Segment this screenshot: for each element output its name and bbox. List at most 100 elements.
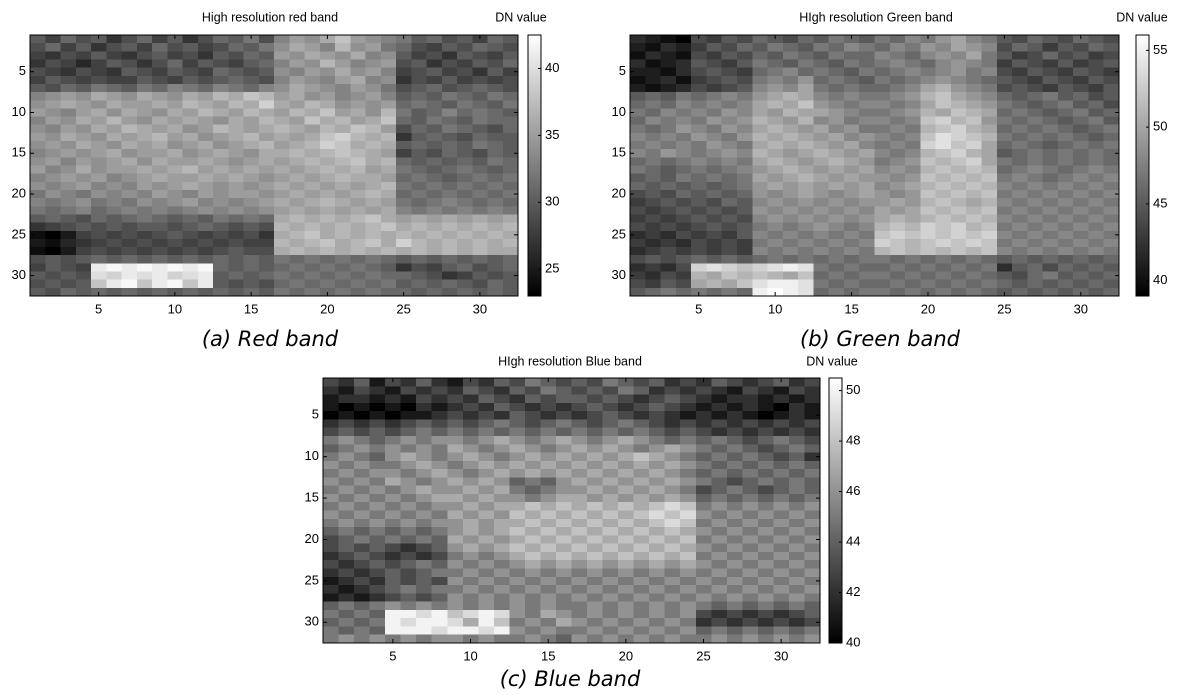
cell	[804, 386, 820, 395]
cell	[137, 76, 153, 84]
cell	[447, 519, 463, 528]
cell	[335, 166, 351, 174]
cell	[773, 419, 789, 428]
cell	[890, 100, 906, 108]
cell	[649, 511, 665, 520]
cell	[1043, 68, 1059, 76]
cell	[354, 544, 370, 553]
cell	[844, 43, 860, 51]
cell	[859, 223, 875, 231]
cell	[61, 125, 77, 133]
cell	[645, 214, 661, 222]
cell	[488, 288, 504, 296]
cell	[1043, 35, 1059, 43]
cell	[618, 403, 634, 412]
cell	[137, 231, 153, 239]
cell	[76, 174, 92, 182]
cell	[752, 190, 768, 198]
cell	[274, 166, 290, 174]
cell	[447, 419, 463, 428]
cell	[630, 255, 646, 263]
cell	[773, 577, 789, 586]
cell	[525, 486, 541, 495]
cell	[798, 76, 814, 84]
cell	[649, 527, 665, 536]
cell	[540, 444, 556, 453]
cell	[509, 635, 525, 644]
cell	[167, 206, 183, 214]
cell	[1027, 280, 1043, 288]
cell	[183, 35, 199, 43]
cell	[350, 263, 366, 271]
cell	[509, 477, 525, 486]
x-tick-label: 30	[1074, 301, 1088, 316]
cell	[45, 51, 61, 59]
cell	[936, 190, 952, 198]
cell	[167, 198, 183, 206]
cell	[789, 386, 805, 395]
cell	[416, 378, 432, 387]
cell	[323, 419, 339, 428]
cell	[91, 190, 107, 198]
cell	[411, 92, 427, 100]
cell	[758, 585, 774, 594]
cell	[167, 84, 183, 92]
cell	[722, 272, 738, 280]
cell	[752, 68, 768, 76]
cell	[401, 436, 417, 445]
cell	[813, 288, 829, 296]
cell	[890, 125, 906, 133]
cell	[385, 502, 401, 511]
cell	[634, 444, 650, 453]
cell	[768, 149, 784, 157]
cell	[427, 149, 443, 157]
cell	[339, 395, 355, 404]
cell	[167, 92, 183, 100]
cell	[289, 141, 305, 149]
cell	[509, 469, 525, 478]
cell	[722, 43, 738, 51]
cell	[61, 43, 77, 51]
cell	[478, 577, 494, 586]
cell	[381, 84, 397, 92]
cell	[556, 469, 572, 478]
cell	[603, 453, 619, 462]
cell	[320, 214, 336, 222]
cell	[556, 519, 572, 528]
cell	[183, 182, 199, 190]
cell	[416, 552, 432, 561]
cell	[91, 223, 107, 231]
cell	[676, 255, 692, 263]
cell	[798, 157, 814, 165]
cell	[503, 84, 519, 92]
cell	[1088, 117, 1104, 125]
cell	[152, 182, 168, 190]
cell	[274, 223, 290, 231]
cell	[783, 92, 799, 100]
cell	[661, 117, 677, 125]
y-tick-label: 30	[12, 267, 26, 282]
cell	[152, 117, 168, 125]
cell	[366, 255, 382, 263]
cell	[381, 108, 397, 116]
cell	[540, 593, 556, 602]
cell	[727, 395, 743, 404]
cell	[665, 610, 681, 619]
cell	[432, 519, 448, 528]
cell	[323, 593, 339, 602]
cell	[366, 247, 382, 255]
cell	[905, 280, 921, 288]
cell	[385, 411, 401, 420]
cell	[773, 486, 789, 495]
cell	[951, 280, 967, 288]
cell	[680, 560, 696, 569]
cell	[1012, 108, 1028, 116]
cell	[76, 214, 92, 222]
cell	[742, 461, 758, 470]
cell	[1027, 43, 1043, 51]
cell	[385, 577, 401, 586]
cell	[752, 59, 768, 67]
cell	[680, 395, 696, 404]
cell	[366, 149, 382, 157]
cell	[572, 626, 588, 635]
